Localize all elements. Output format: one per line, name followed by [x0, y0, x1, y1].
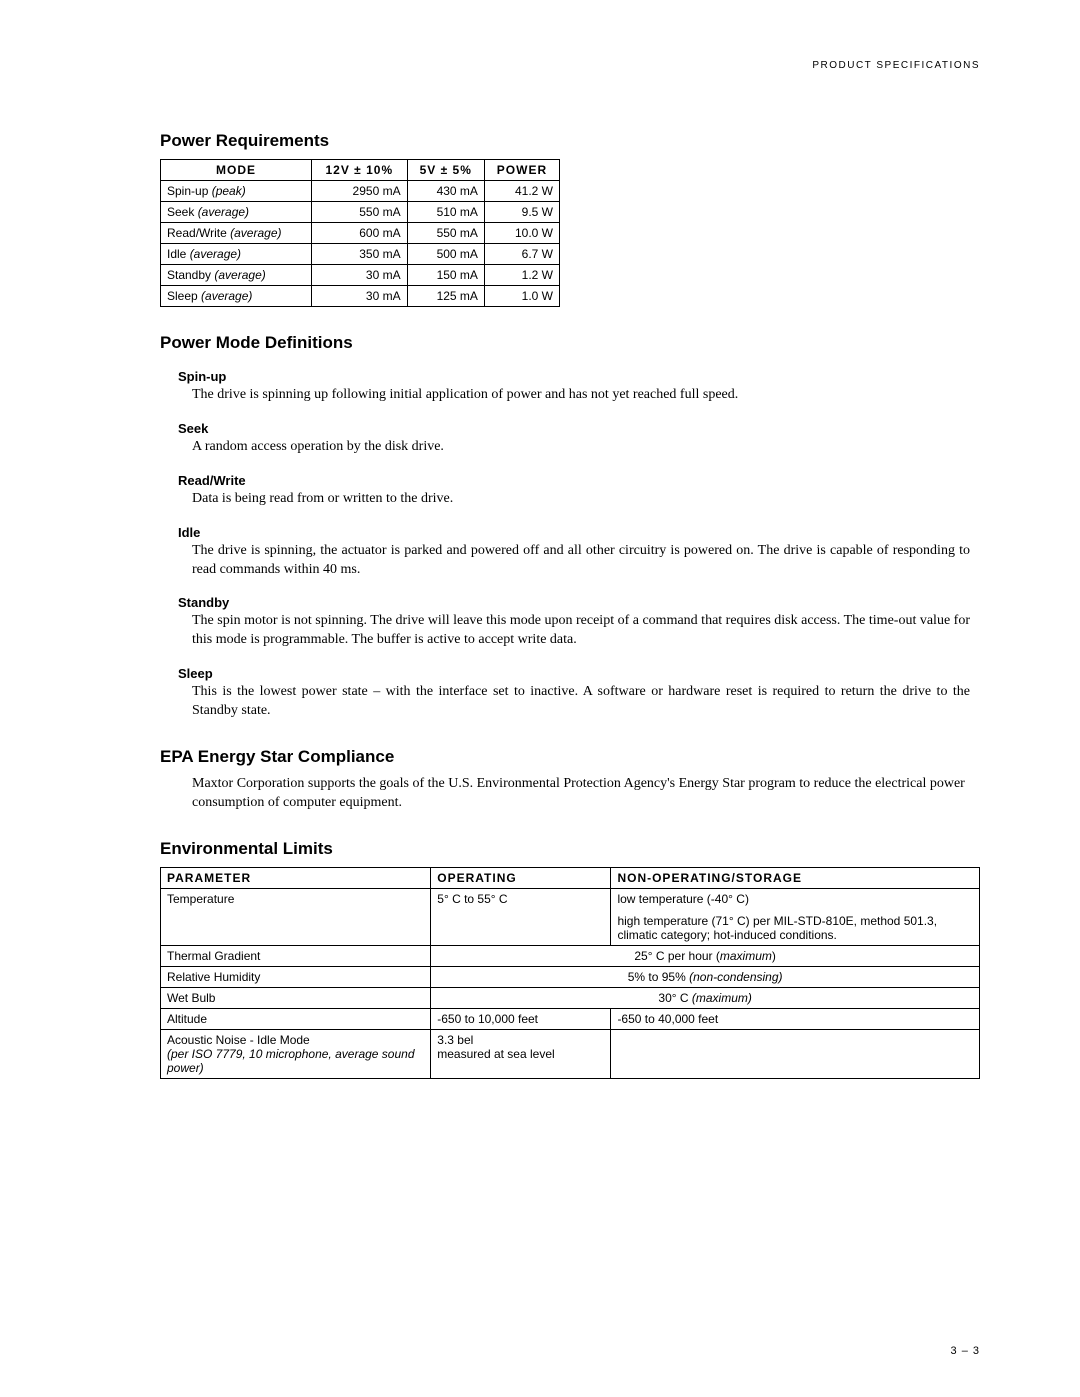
table-row: Spin-up (peak) 2950 mA 430 mA 41.2 W	[161, 181, 560, 202]
table-row: Sleep (average) 30 mA 125 mA 1.0 W	[161, 286, 560, 307]
col-mode: MODE	[161, 160, 312, 181]
text-sleep: This is the lowest power state – with th…	[192, 683, 970, 721]
text-idle: The drive is spinning, the actuator is p…	[192, 542, 970, 580]
table-row: Relative Humidity 5% to 95% (non-condens…	[161, 966, 980, 987]
col-nonoperating: NON-OPERATING/STORAGE	[611, 867, 980, 888]
subhead-seek: Seek	[178, 421, 980, 436]
table-row: Read/Write (average) 600 mA 550 mA 10.0 …	[161, 223, 560, 244]
page-number: 3 – 3	[951, 1345, 980, 1357]
col-power: POWER	[484, 160, 559, 181]
text-readwrite: Data is being read from or written to th…	[192, 490, 970, 509]
text-spinup: The drive is spinning up following initi…	[192, 386, 970, 405]
subhead-spinup: Spin-up	[178, 369, 980, 384]
heading-environmental: Environmental Limits	[160, 839, 980, 859]
environmental-limits-table: PARAMETER OPERATING NON-OPERATING/STORAG…	[160, 867, 980, 1079]
text-standby: The spin motor is not spinning. The driv…	[192, 612, 970, 650]
subhead-idle: Idle	[178, 525, 980, 540]
subhead-standby: Standby	[178, 595, 980, 610]
table-row: Standby (average) 30 mA 150 mA 1.2 W	[161, 265, 560, 286]
subhead-readwrite: Read/Write	[178, 473, 980, 488]
col-parameter: PARAMETER	[161, 867, 431, 888]
power-requirements-table: MODE 12V ± 10% 5V ± 5% POWER Spin-up (pe…	[160, 159, 560, 307]
heading-power-mode-definitions: Power Mode Definitions	[160, 333, 980, 353]
col-operating: OPERATING	[431, 867, 611, 888]
table-row: Seek (average) 550 mA 510 mA 9.5 W	[161, 202, 560, 223]
heading-epa: EPA Energy Star Compliance	[160, 747, 980, 767]
col-12v: 12V ± 10%	[312, 160, 408, 181]
page-header: PRODUCT SPECIFICATIONS	[160, 60, 980, 71]
table-row: Temperature 5° C to 55° C low temperatur…	[161, 888, 980, 945]
table-row: Acoustic Noise - Idle Mode (per ISO 7779…	[161, 1029, 980, 1078]
table-row: Thermal Gradient 25° C per hour (maximum…	[161, 945, 980, 966]
text-epa: Maxtor Corporation supports the goals of…	[192, 775, 970, 813]
table-row: Idle (average) 350 mA 500 mA 6.7 W	[161, 244, 560, 265]
heading-power-requirements: Power Requirements	[160, 131, 980, 151]
table-row: Wet Bulb 30° C (maximum)	[161, 987, 980, 1008]
text-seek: A random access operation by the disk dr…	[192, 438, 970, 457]
table-row: Altitude -650 to 10,000 feet -650 to 40,…	[161, 1008, 980, 1029]
col-5v: 5V ± 5%	[407, 160, 484, 181]
subhead-sleep: Sleep	[178, 666, 980, 681]
